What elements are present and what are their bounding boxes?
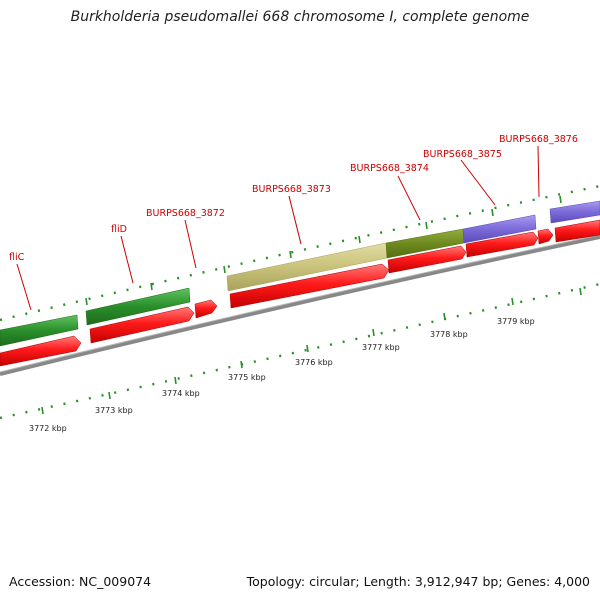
outer-scale-major-ticks bbox=[85, 195, 562, 306]
inner-scale-major-ticks bbox=[41, 287, 582, 415]
cds-arrow bbox=[387, 245, 467, 274]
kbp-label: 3772 kbp bbox=[29, 424, 67, 433]
gene-bar-flic bbox=[0, 314, 79, 347]
gene-bar-3876 bbox=[549, 200, 600, 224]
kbp-label: 3773 kbp bbox=[95, 406, 133, 415]
gene-track bbox=[0, 200, 600, 347]
gene-label-flid: fliD bbox=[111, 224, 127, 235]
gene-label-3875: BURPS668_3875 bbox=[423, 149, 502, 160]
accession-text: Accession: NC_009074 bbox=[9, 574, 152, 589]
label-leaders bbox=[16, 145, 540, 311]
topology-text: Topology: circular; Length: 3,912,947 bp… bbox=[246, 574, 590, 589]
kbp-label: 3777 kbp bbox=[362, 343, 400, 352]
backbone-line bbox=[0, 235, 600, 376]
cds-arrow bbox=[465, 231, 539, 258]
kbp-label: 3778 kbp bbox=[430, 330, 468, 339]
kbp-label: 3774 kbp bbox=[162, 389, 200, 398]
cds-track bbox=[0, 219, 600, 367]
gene-labels: fliC fliD BURPS668_3872 BURPS668_3873 BU… bbox=[9, 134, 578, 263]
kbp-label: 3779 kbp bbox=[497, 317, 535, 326]
gene-label-flic: fliC bbox=[9, 252, 25, 263]
outer-scale-ticks bbox=[0, 184, 600, 322]
gene-bar-flid bbox=[85, 287, 191, 326]
cds-arrow bbox=[89, 306, 195, 344]
gene-label-3876: BURPS668_3876 bbox=[499, 134, 578, 145]
gene-label-3874: BURPS668_3874 bbox=[350, 163, 429, 174]
cds-arrow bbox=[537, 228, 554, 245]
gene-label-3873: BURPS668_3873 bbox=[252, 184, 331, 195]
kbp-labels: 3772 kbp 3773 kbp 3774 kbp 3775 kbp 3776… bbox=[29, 317, 535, 433]
kbp-label: 3775 kbp bbox=[228, 373, 266, 382]
gene-label-3872: BURPS668_3872 bbox=[146, 208, 225, 219]
map-title: Burkholderia pseudomallei 668 chromosome… bbox=[70, 9, 530, 25]
cds-arrow bbox=[0, 335, 82, 367]
cds-arrow bbox=[194, 299, 218, 319]
cds-arrow bbox=[554, 219, 600, 243]
kbp-label: 3776 kbp bbox=[295, 358, 333, 367]
cds-arrow bbox=[229, 263, 390, 309]
gene-bar-3875 bbox=[462, 214, 537, 244]
